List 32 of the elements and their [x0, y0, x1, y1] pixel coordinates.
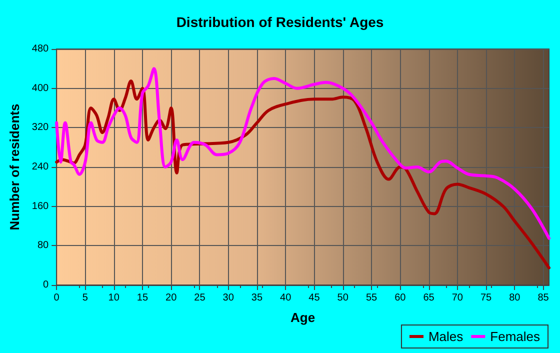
x-tick-label: 10	[108, 292, 120, 304]
x-tick-label: 60	[394, 292, 406, 304]
x-tick-label: 55	[366, 292, 378, 304]
legend-label: Males	[428, 329, 464, 344]
x-tick-label: 65	[423, 292, 435, 304]
y-tick-label: 160	[32, 200, 50, 212]
x-tick-label: 15	[136, 292, 148, 304]
line-series	[55, 79, 550, 270]
y-tick-label: 0	[43, 280, 50, 290]
y-tick-label: 320	[32, 122, 50, 134]
x-tick-label: 0	[54, 292, 60, 304]
legend-label: Females	[490, 329, 540, 344]
x-tick-label: 70	[452, 292, 464, 304]
x-tick-label: 5	[82, 292, 88, 304]
line-series	[55, 67, 550, 240]
y-axis-title: Number of residents	[7, 104, 22, 230]
y-tick-label: 480	[32, 44, 50, 54]
x-tick-label: 25	[194, 292, 206, 304]
x-tick-label: 50	[337, 292, 349, 304]
x-tick-label: 45	[308, 292, 320, 304]
x-axis-title: Age	[290, 310, 316, 325]
x-tick-label: 20	[166, 292, 178, 304]
y-tick-label: 400	[32, 82, 50, 94]
x-tick-label: 80	[509, 292, 521, 304]
chart-title: Distribution of Residents' Ages	[176, 14, 384, 30]
x-tick-label: 35	[251, 292, 263, 304]
y-tick-label: 80	[37, 240, 50, 252]
x-tick-label: 30	[222, 292, 234, 304]
x-tick-label: 75	[480, 292, 492, 304]
x-tick-label: 40	[280, 292, 292, 304]
y-tick-label: 240	[32, 162, 50, 172]
x-tick-label: 85	[538, 292, 550, 304]
